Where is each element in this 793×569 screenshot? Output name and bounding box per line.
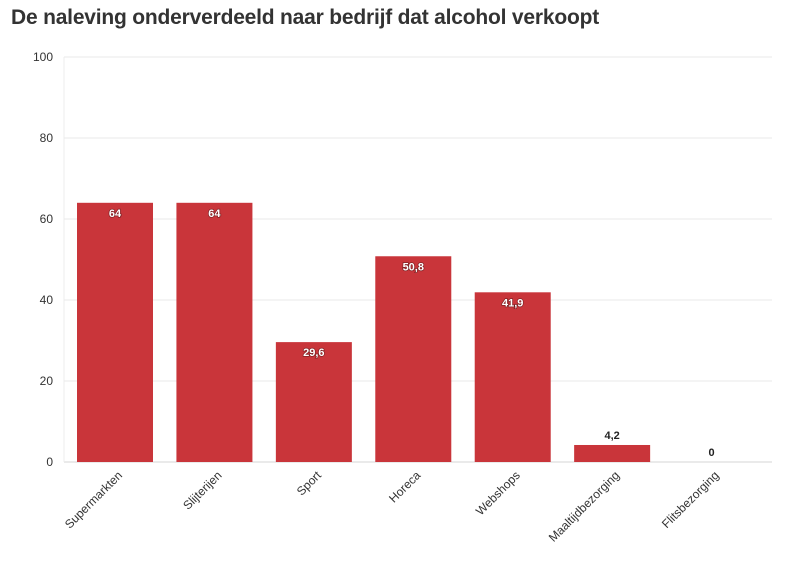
x-tick-label: Webshops xyxy=(473,468,523,518)
data-label: 0 xyxy=(709,447,715,459)
y-tick-label: 80 xyxy=(40,131,54,145)
bar-horeca[interactable] xyxy=(375,256,452,462)
y-tick-label: 40 xyxy=(40,293,54,307)
y-tick-label: 0 xyxy=(46,455,53,469)
data-label: 4,2 xyxy=(604,430,619,442)
y-tick-label: 20 xyxy=(40,374,54,388)
data-label: 29,6 xyxy=(303,347,324,359)
data-label: 50,8 xyxy=(403,261,424,273)
bar-webshops[interactable] xyxy=(474,292,551,462)
x-tick-label: Maaltijdbezorging xyxy=(546,468,622,544)
bar-supermarkten[interactable] xyxy=(77,202,153,463)
x-tick-label: Supermarkten xyxy=(62,468,125,531)
y-tick-label: 100 xyxy=(33,50,53,64)
x-tick-label: Slijterijen xyxy=(180,468,224,512)
bar-slijterijen[interactable] xyxy=(176,202,253,463)
y-tick-label: 60 xyxy=(40,212,54,226)
x-axis: Supermarkten Slijterijen Sport Horeca Websho… xyxy=(62,468,722,545)
x-tick-label: Flitsbezorging xyxy=(659,468,722,531)
data-label: 64 xyxy=(109,208,122,220)
chart-title: De naleving onderverdeeld naar bedrijf d… xyxy=(11,6,600,29)
bar-maaltijdbezorging[interactable] xyxy=(574,444,651,462)
data-label: 41,9 xyxy=(502,297,523,309)
x-tick-label: Horeca xyxy=(386,468,423,505)
bars xyxy=(77,202,651,463)
bar-sport[interactable] xyxy=(275,342,352,462)
x-tick-label: Sport xyxy=(294,468,325,499)
data-label: 64 xyxy=(208,208,221,220)
y-axis: 0 20 40 60 80 100 xyxy=(33,50,53,469)
data-labels: 64 64 29,6 50,8 41,9 4,2 0 xyxy=(108,207,715,459)
